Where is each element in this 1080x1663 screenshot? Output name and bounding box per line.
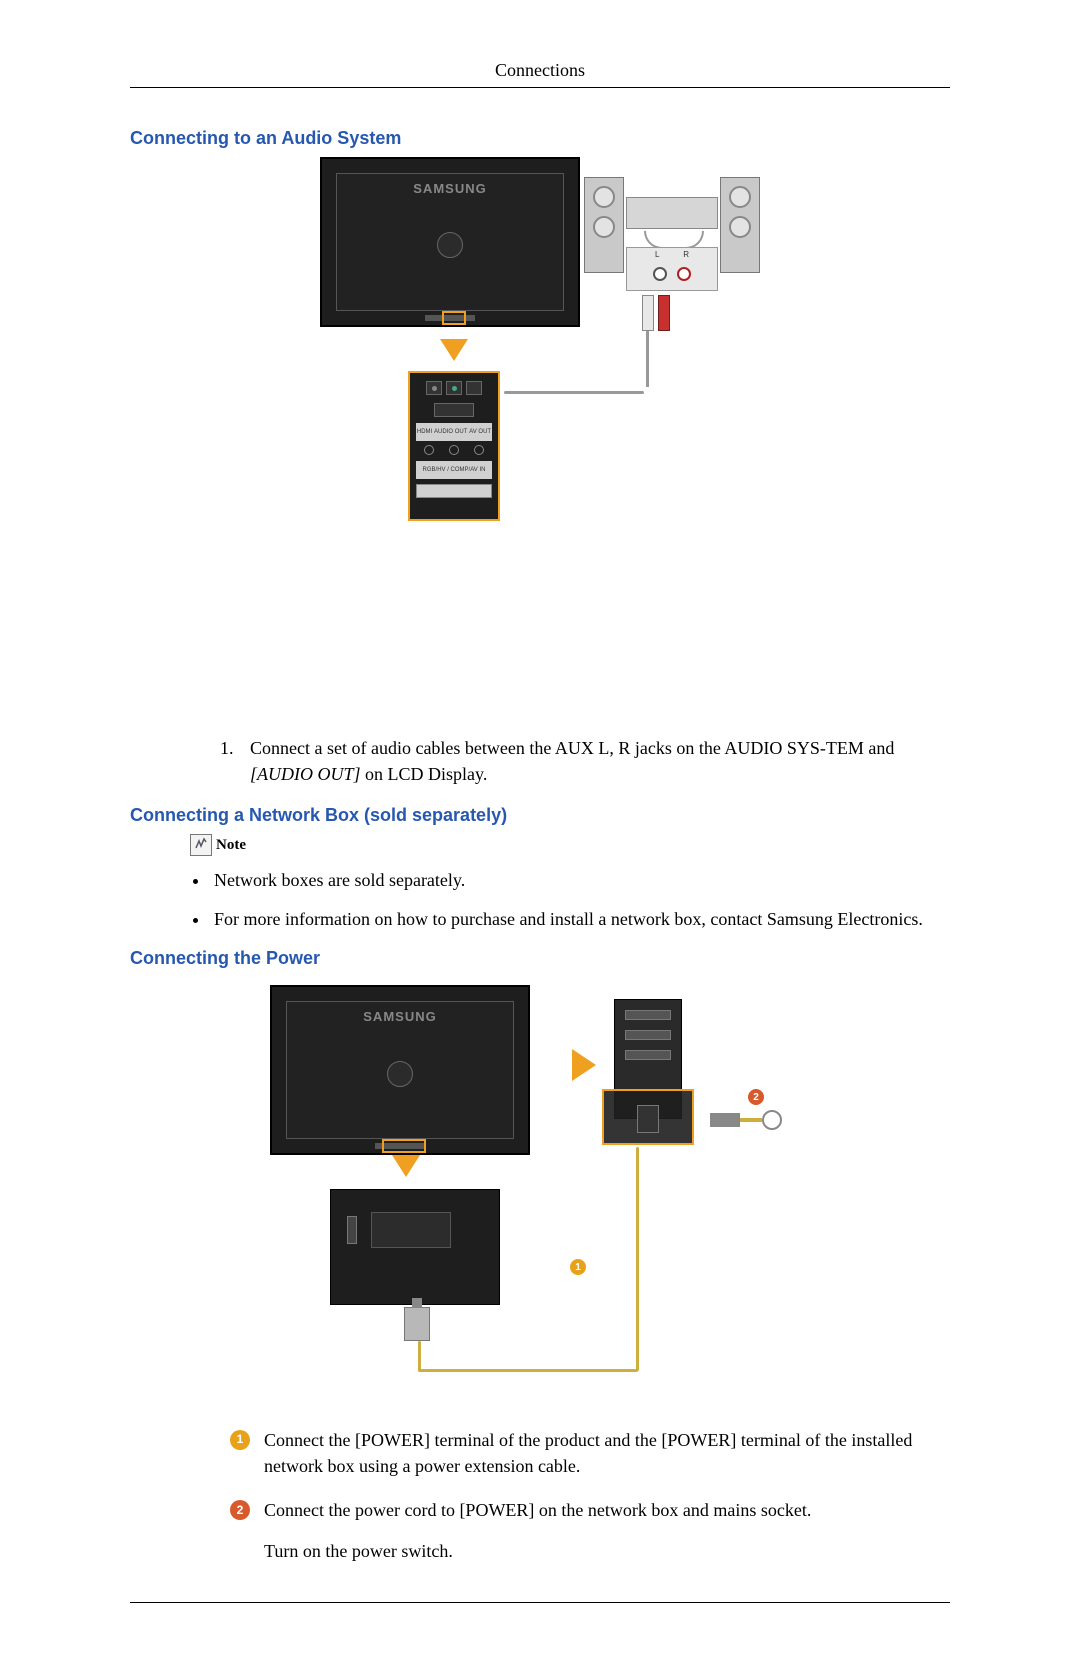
note-label: Note — [216, 837, 246, 854]
power-step-1: 1 Connect the [POWER] terminal of the pr… — [230, 1427, 950, 1479]
heading-audio-system: Connecting to an Audio System — [130, 128, 950, 149]
aux-r-label: R — [683, 250, 689, 259]
port-circle — [449, 445, 459, 455]
port-cluster — [371, 1212, 451, 1248]
port — [426, 381, 442, 395]
iec-socket — [347, 1216, 357, 1244]
tv-display: SAMSUNG — [270, 985, 530, 1155]
port — [446, 381, 462, 395]
aux-jack-panel: L R — [626, 247, 718, 291]
rca-plugs — [642, 295, 670, 336]
rca-cable — [504, 383, 654, 403]
step-badge-2: 2 — [230, 1500, 250, 1520]
port — [434, 403, 474, 417]
panel-label-row: HDMI AUDIO OUT AV OUT — [416, 423, 492, 441]
network-note-bullets: Network boxes are sold separately. For m… — [210, 870, 950, 930]
bullet-item: Network boxes are sold separately. — [210, 870, 950, 891]
callout-badge-1: 1 — [570, 1259, 586, 1275]
tv-brand-label: SAMSUNG — [272, 1009, 528, 1024]
page: Connections Connecting to an Audio Syste… — [0, 0, 1080, 1663]
figure-audio-connection: SAMSUNG L R — [130, 157, 950, 707]
aux-jack-l — [653, 267, 667, 281]
speaker-right — [720, 177, 760, 273]
aux-jack-r — [677, 267, 691, 281]
rca-plug-red — [658, 295, 670, 331]
mains-plug — [710, 1107, 790, 1133]
tv-display: SAMSUNG — [320, 157, 580, 327]
panel-slot — [416, 484, 492, 498]
tv-rear-panel-zoom: HDMI AUDIO OUT AV OUT RGB/HV / COMP/AV I… — [408, 371, 500, 521]
arrow-right-icon — [572, 1049, 596, 1081]
network-box-power-highlight — [602, 1089, 694, 1145]
port-circle — [474, 445, 484, 455]
amplifier — [626, 197, 718, 229]
arrow-down-icon — [392, 1155, 420, 1177]
step-text: Connect the [POWER] terminal of the prod… — [264, 1427, 950, 1479]
step-text: Connect the power cord to [POWER] on the… — [264, 1497, 811, 1523]
audio-step-1: 1. Connect a set of audio cables between… — [220, 735, 950, 787]
arrow-down-icon — [440, 339, 468, 361]
page-header: Connections — [130, 60, 950, 88]
heading-network-box: Connecting a Network Box (sold separatel… — [130, 805, 950, 826]
speaker-left — [584, 177, 624, 273]
panel-label-row2: RGB/HV / COMP/AV IN — [416, 461, 492, 479]
power-step-2: 2 Connect the power cord to [POWER] on t… — [230, 1497, 950, 1523]
iec-socket — [637, 1105, 659, 1133]
bullet-item: For more information on how to purchase … — [210, 909, 950, 930]
figure-power-connection: SAMSUNG — [130, 979, 950, 1399]
rca-plug-white — [642, 295, 654, 331]
cable — [418, 1369, 638, 1372]
cable — [418, 1341, 421, 1371]
aux-l-label: L — [655, 250, 659, 259]
tv-brand-label: SAMSUNG — [322, 181, 578, 196]
step-badge-1: 1 — [230, 1430, 250, 1450]
heading-connecting-power: Connecting the Power — [130, 948, 950, 969]
step-text: Connect a set of audio cables between th… — [250, 735, 950, 787]
step-number: 1. — [220, 735, 250, 787]
callout-badge-2: 2 — [748, 1089, 764, 1105]
footer-rule — [130, 1602, 950, 1603]
note-callout: Note — [190, 834, 950, 856]
cable — [636, 1147, 639, 1371]
port — [466, 381, 482, 395]
power-final-instruction: Turn on the power switch. — [264, 1541, 950, 1562]
tv-power-panel-zoom — [330, 1189, 500, 1305]
power-out-highlight — [382, 1139, 426, 1153]
note-icon — [190, 834, 212, 856]
power-plug — [404, 1307, 430, 1341]
audio-out-highlight — [442, 311, 466, 325]
port-circle — [424, 445, 434, 455]
